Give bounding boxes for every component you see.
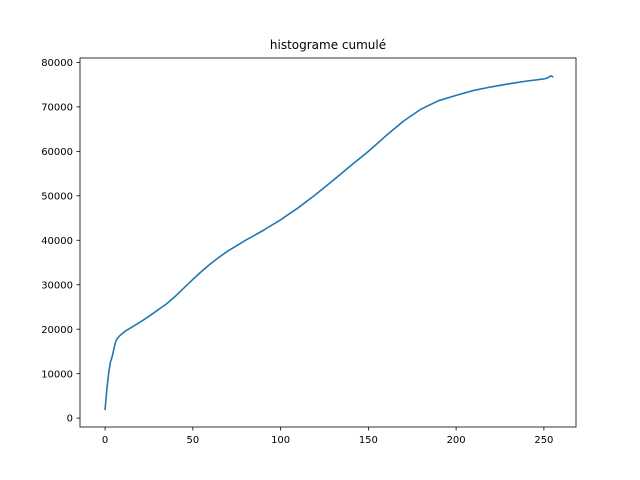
y-tick-label: 30000 [41,280,73,291]
y-tick-label: 40000 [41,236,73,247]
x-tick-label: 100 [271,435,290,446]
y-tick-label: 10000 [41,369,73,380]
x-tick-label: 150 [359,435,378,446]
y-tick-label: 70000 [41,103,73,114]
plot-area: 0 50 100 150 200 250 0 10000 20000 30000 40000 5000… [41,57,577,446]
axes-frame [79,57,577,428]
x-tick-label: 0 [102,435,108,446]
y-tick-label: 0 [67,414,73,425]
chart-title: histograme cumulé [270,38,386,52]
x-tick-label: 200 [447,435,466,446]
y-tick-label: 20000 [41,325,73,336]
y-tick-label: 50000 [41,191,73,202]
y-tick-label: 80000 [41,58,73,69]
x-tick-label: 250 [534,435,553,446]
x-tick-label: 50 [186,435,199,446]
cumulative-line-series [104,74,554,411]
y-tick-label: 60000 [41,147,73,158]
